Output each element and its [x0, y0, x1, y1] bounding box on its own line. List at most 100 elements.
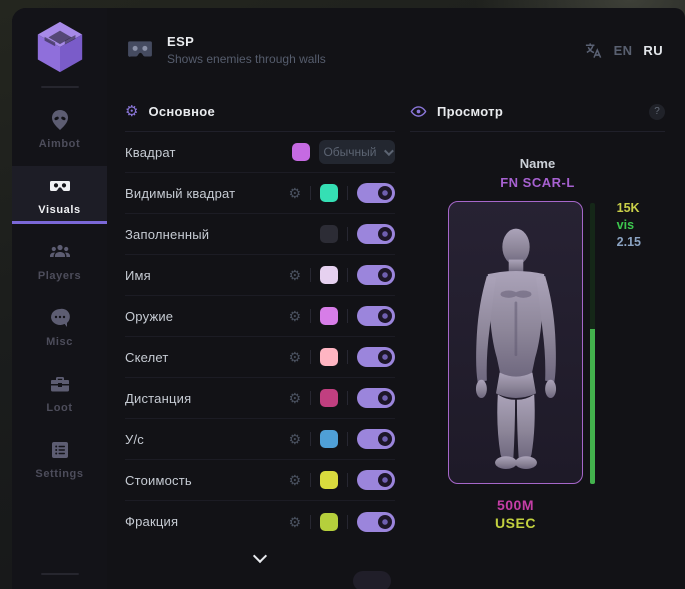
color-swatch[interactable]	[320, 307, 338, 325]
eye-icon	[410, 103, 427, 120]
sidebar-item-label: Visuals	[38, 204, 81, 216]
toggle-switch[interactable]	[357, 224, 395, 244]
gear-icon[interactable]: ⚙	[288, 185, 301, 201]
divider	[310, 514, 311, 529]
toggle-switch[interactable]	[357, 388, 395, 408]
preview-weapon-name: FN SCAR-L	[500, 175, 575, 190]
vr-goggles-icon	[127, 40, 153, 60]
divider	[310, 473, 311, 487]
setting-label: Дистанция	[125, 390, 192, 406]
color-swatch[interactable]	[320, 471, 338, 489]
sidebar-nav: Aimbot Visuals Players	[12, 100, 107, 496]
sidebar-divider-bottom	[40, 573, 79, 575]
setting-label: У/с	[125, 431, 144, 447]
health-bar	[590, 203, 595, 484]
sidebar-item-label: Players	[37, 270, 82, 282]
color-swatch[interactable]	[320, 389, 338, 407]
chat-dots-icon	[48, 306, 72, 330]
setting-row-faction: Фракция ⚙	[125, 501, 395, 542]
setting-label: Скелет	[125, 349, 169, 365]
setting-row-weapon: Оружие ⚙	[125, 296, 395, 337]
esp-settings-panel: ⚙ Основное Квадрат Обычный	[125, 92, 395, 589]
color-swatch[interactable]	[320, 430, 338, 448]
preview-multiplier: 2.15	[616, 235, 641, 249]
gear-icon[interactable]: ⚙	[288, 390, 301, 406]
square-type-dropdown[interactable]: Обычный	[319, 140, 395, 164]
sidebar-item-label: Misc	[46, 336, 73, 348]
lang-en-button[interactable]: EN	[613, 42, 633, 58]
divider	[310, 432, 311, 446]
divider	[347, 514, 348, 529]
sidebar-item-settings[interactable]: Settings	[12, 430, 107, 488]
color-swatch[interactable]	[320, 184, 338, 202]
divider	[310, 268, 311, 282]
color-swatch[interactable]	[320, 266, 338, 284]
toggle-switch[interactable]	[357, 429, 395, 449]
preview-name-label: Name	[519, 156, 556, 171]
dropdown-value: Обычный	[323, 145, 377, 159]
alien-icon	[48, 108, 72, 132]
help-button[interactable]: ?	[649, 103, 665, 120]
expand-chevron-icon[interactable]	[252, 548, 268, 564]
preview-visibility: vis	[616, 218, 635, 232]
sg-cube-logo-icon	[37, 21, 82, 73]
sidebar-item-misc[interactable]: Misc	[12, 298, 107, 356]
sidebar-item-loot[interactable]: Loot	[12, 364, 107, 422]
sidebar-item-visuals[interactable]: Visuals	[12, 166, 107, 224]
color-swatch[interactable]	[292, 143, 310, 161]
divider	[347, 473, 348, 487]
sidebar-item-label: Aimbot	[38, 138, 81, 150]
setting-row-us: У/с ⚙	[125, 419, 395, 460]
setting-label: Имя	[125, 267, 151, 283]
divider	[347, 186, 348, 200]
gear-icon: ⚙	[125, 103, 139, 120]
people-icon	[48, 240, 72, 264]
toggle-knob	[378, 514, 392, 529]
sidebar-item-label: Settings	[35, 468, 84, 480]
toggle-switch[interactable]	[357, 183, 395, 203]
lang-ru-button[interactable]: RU	[643, 42, 663, 58]
divider	[310, 391, 311, 405]
body-model-image	[475, 228, 556, 469]
gear-icon[interactable]: ⚙	[288, 349, 301, 365]
toggle-knob	[378, 186, 392, 200]
setting-label: Фракция	[125, 514, 179, 529]
page-subtitle: Shows enemies through walls	[167, 52, 326, 66]
toggle-knob	[378, 391, 392, 405]
color-swatch[interactable]	[320, 512, 338, 531]
gear-icon[interactable]: ⚙	[288, 472, 301, 488]
setting-label: Оружие	[125, 308, 174, 324]
toggle-switch[interactable]	[357, 470, 395, 490]
toggle-switch[interactable]	[357, 306, 395, 326]
toggle-knob	[378, 473, 392, 487]
color-swatch[interactable]	[320, 225, 338, 243]
toggle-switch-faded[interactable]	[353, 571, 391, 589]
character-preview-box	[448, 201, 583, 484]
toggle-switch[interactable]	[357, 265, 395, 285]
preview-money: 500M	[496, 497, 535, 513]
setting-label: Стоимость	[125, 472, 192, 488]
setting-row-filled: Заполненный	[125, 214, 395, 255]
sidebar-item-label: Loot	[46, 402, 73, 414]
setting-label: Заполненный	[125, 226, 210, 242]
gear-icon[interactable]: ⚙	[288, 431, 301, 447]
setting-label: Квадрат	[125, 144, 176, 160]
gear-icon[interactable]: ⚙	[288, 308, 301, 324]
toggle-switch[interactable]	[357, 347, 395, 367]
toggle-knob	[378, 350, 392, 364]
setting-row-distance: Дистанция ⚙	[125, 378, 395, 419]
divider	[310, 350, 311, 364]
chevron-down-icon	[383, 145, 394, 156]
color-swatch[interactable]	[320, 348, 338, 366]
gear-icon[interactable]: ⚙	[288, 513, 301, 530]
divider	[347, 227, 348, 241]
sidebar-item-aimbot[interactable]: Aimbot	[12, 100, 107, 158]
toggle-knob	[378, 227, 392, 241]
sidebar-item-players[interactable]: Players	[12, 232, 107, 290]
toggle-knob	[378, 309, 392, 323]
app-logo[interactable]	[12, 8, 107, 86]
gear-icon[interactable]: ⚙	[288, 267, 301, 283]
toggle-switch[interactable]	[357, 511, 395, 532]
section-title: Просмотр	[437, 104, 504, 119]
